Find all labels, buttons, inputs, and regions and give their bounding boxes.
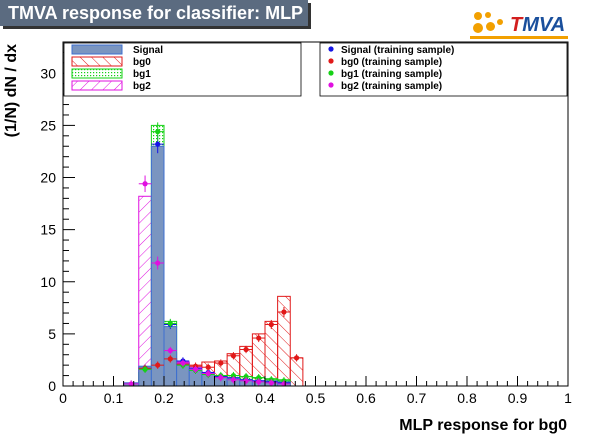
y-axis-label: (1/N) dN / dx [3, 44, 20, 137]
point-bg2-training-0 [123, 380, 139, 387]
y-tick-label: 20 [40, 170, 56, 186]
x-tick-label: 0.8 [457, 390, 477, 406]
x-tick-label: 0.5 [306, 390, 326, 406]
tmva-logo: TMVA [470, 10, 568, 39]
point-bg2-training-1 [138, 175, 152, 193]
legend-marker-bg2-training [328, 82, 334, 88]
x-tick-label: 0 [59, 390, 67, 406]
point-bg0-training-11 [265, 319, 278, 330]
point-bg2-training-3 [164, 346, 177, 355]
legend-label-signal: Signal [133, 45, 163, 56]
x-tick-label: 0.4 [255, 390, 275, 406]
point-bg1-training-3 [164, 318, 177, 329]
legend-label-signal-training: Signal (training sample) [341, 45, 454, 56]
y-tick-label: 5 [48, 326, 56, 342]
chart-title: TMVA response for classifier: MLP [8, 3, 304, 23]
point-bg0-training-2 [151, 361, 164, 369]
point-bg2-training-7 [214, 374, 228, 382]
x-tick-label: 0.3 [205, 390, 225, 406]
y-tick-label: 25 [40, 117, 56, 133]
point-bg1-training-9 [239, 372, 253, 381]
legend-marker-bg0-training [328, 58, 334, 64]
x-tick-label: 1 [564, 390, 572, 406]
point-bg2-training-4 [176, 359, 190, 367]
point-bg0-training-13 [290, 354, 303, 362]
axes-layer: 0 0.1 0.2 0.3 0.4 0.5 0.6 0.7 0.8 0.9 105101520253… [40, 51, 572, 406]
legend-label-bg1-training: bg1 (training sample) [341, 69, 442, 80]
point-bg0-training-6 [201, 363, 215, 371]
legend-marker-signal-training [328, 46, 334, 52]
x-tick-label: 0.1 [104, 390, 124, 406]
legend-label-bg2-training: bg2 (training sample) [341, 81, 442, 92]
legend-swatch-bg1 [71, 68, 123, 79]
y-tick-label: 10 [40, 274, 56, 290]
point-bg2-training-2 [151, 256, 164, 270]
legend-right-box [319, 42, 568, 97]
point-bg1-training-8 [227, 371, 240, 380]
histogram-layer [123, 124, 304, 387]
point-bg1-training-1 [138, 365, 152, 373]
y-tick-label: 30 [40, 65, 56, 81]
point-bg0-training-3 [164, 355, 177, 363]
point-bg2-training-5 [189, 365, 202, 373]
point-bg0-training-7 [214, 359, 228, 367]
point-bg1-training-10 [252, 374, 265, 382]
point-bg2-training-9 [239, 377, 253, 385]
title-box: TMVA response for classifier: MLP [0, 0, 308, 26]
point-bg0-training-10 [252, 334, 265, 343]
bar-bg2-1 [138, 195, 152, 387]
point-bg2-training-6 [201, 369, 215, 378]
logo-letters-mva: MVA [522, 14, 566, 36]
legend-marker-bg1-training [328, 70, 334, 76]
training-points-layer [123, 122, 303, 387]
legend-label-bg1: bg1 [133, 69, 151, 80]
y-tick-label: 0 [48, 378, 56, 394]
x-axis-label: MLP response for bg0 [399, 417, 567, 434]
legend-label-bg0-training: bg0 (training sample) [341, 57, 442, 68]
x-tick-label: 0.6 [356, 390, 376, 406]
point-bg0-training-9 [239, 345, 253, 354]
legend-label-bg2: bg2 [133, 81, 151, 92]
point-bg0-training-8 [227, 352, 240, 360]
legend-swatch-signal [71, 44, 123, 55]
bar-bg0-13 [289, 357, 304, 387]
legend-swatch-bg0 [71, 56, 123, 67]
x-tick-label: 0.9 [508, 390, 528, 406]
logo-letter-t: T [510, 14, 523, 36]
x-tick-label: 0.2 [154, 390, 174, 406]
point-bg1-training-2 [151, 122, 164, 141]
y-tick-label: 15 [40, 222, 56, 238]
point-bg0-training-12 [277, 306, 291, 317]
x-tick-label: 0.7 [407, 390, 427, 406]
legend-label-bg0: bg0 [133, 57, 151, 68]
legend-swatch-bg2 [71, 80, 123, 91]
